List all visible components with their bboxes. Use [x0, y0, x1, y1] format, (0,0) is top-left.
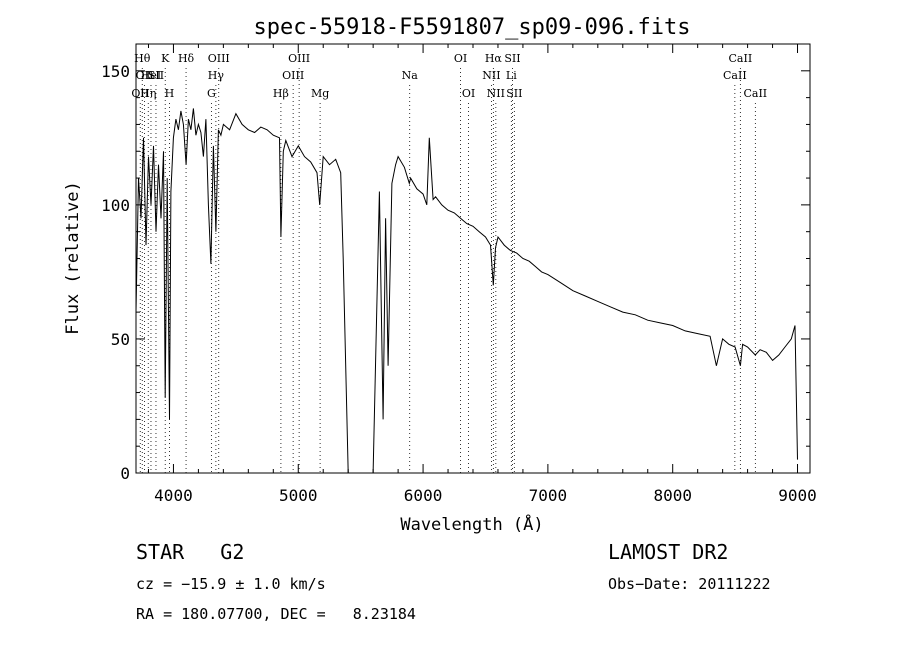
y-axis-label: Flux (relative) [63, 181, 83, 335]
x-tick-label: 8000 [653, 486, 692, 505]
line-label: Mg [311, 87, 329, 100]
subclass-label: G2 [220, 540, 245, 564]
line-label: Hβ [273, 87, 289, 100]
y-axis-ticks: 0 50 100 150 [101, 43, 810, 483]
line-label: CaII [729, 52, 753, 65]
x-axis-ticks: 4000 5000 6000 7000 8000 9000 [147, 44, 817, 505]
object-class: STAR G2 [136, 540, 244, 564]
y-tick-label: 50 [111, 330, 130, 349]
line-label: Hη [140, 87, 156, 100]
spectral-line-labels: OIIHθOIIHηHeISIIKHHδGHγOIIIHβOIIIOIIIMgN… [131, 52, 767, 100]
y-tick-label: 100 [101, 196, 130, 215]
survey-label: LAMOST DR2 [608, 540, 729, 564]
line-label: CaII [723, 69, 747, 82]
spectrum-series-line [135, 108, 798, 474]
line-label: NII [487, 87, 505, 100]
y-tick-label: 0 [120, 464, 130, 483]
line-label: Hα [485, 52, 503, 65]
line-label: OII [136, 69, 154, 82]
line-label: Li [506, 69, 517, 82]
redshift-velocity: cz = −15.9 ± 1.0 km/s [136, 575, 326, 593]
line-label: OIII [282, 69, 304, 82]
line-label: OIII [288, 52, 310, 65]
line-label: H [165, 87, 175, 100]
line-label: Hθ [134, 52, 151, 65]
y-tick-label: 150 [101, 62, 130, 81]
line-label: Na [402, 69, 419, 82]
coordinates: RA = 180.07700, DEC = 8.23184 [136, 605, 416, 623]
plot-frame [135, 43, 811, 474]
x-tick-label: 9000 [778, 486, 817, 505]
line-label: Hδ [178, 52, 195, 65]
x-tick-label: 4000 [154, 486, 193, 505]
line-label: SII [506, 87, 522, 100]
spectral-line-markers [139, 68, 756, 473]
line-label: Hγ [208, 69, 225, 82]
line-label: SII [148, 69, 164, 82]
line-label: SII [504, 52, 520, 65]
line-label: NII [482, 69, 500, 82]
chart-title: spec-55918-F5591807_sp09-096.fits [253, 15, 690, 40]
x-axis-label: Wavelength (Å) [400, 513, 543, 535]
line-label: K [161, 52, 170, 65]
observation-date: Obs−Date: 20111222 [608, 575, 771, 593]
x-tick-label: 6000 [404, 486, 443, 505]
line-label: OI [462, 87, 475, 100]
class-label: STAR [136, 540, 185, 564]
line-label: CaII [743, 87, 767, 100]
line-label: OIII [208, 52, 230, 65]
x-tick-label: 7000 [529, 486, 568, 505]
line-label: G [207, 87, 216, 100]
line-label: HeI [141, 69, 161, 82]
x-tick-label: 5000 [279, 486, 318, 505]
line-label: OI [454, 52, 467, 65]
